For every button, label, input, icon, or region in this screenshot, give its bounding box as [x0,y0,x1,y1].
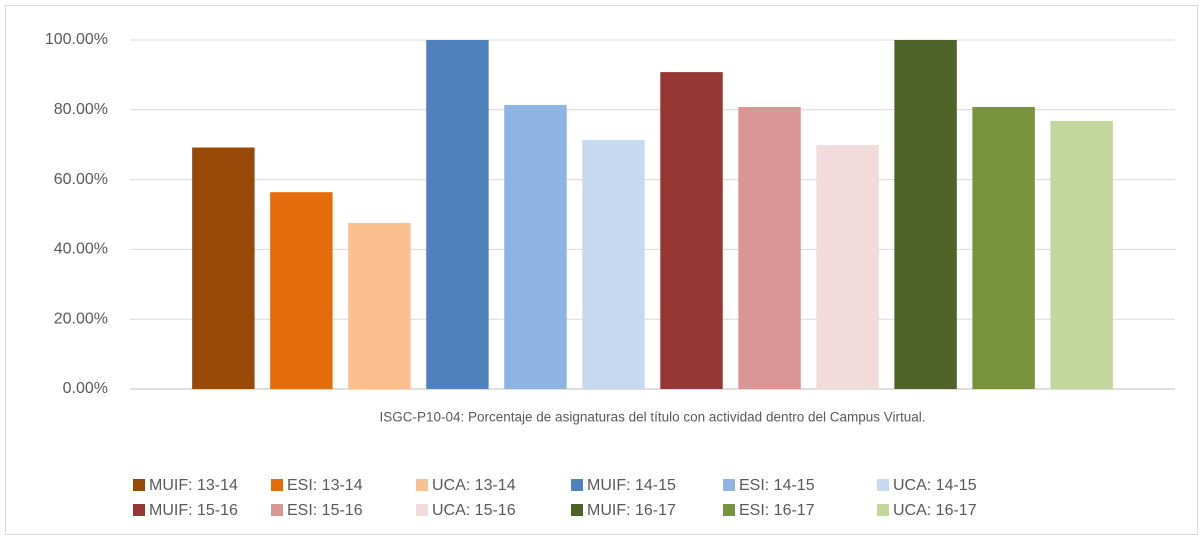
x-tick-label: ISGC-P10-04: Porcentaje de asignaturas d… [379,410,925,425]
bar [1050,120,1113,389]
y-tick-label: 80.00% [54,101,108,118]
legend-label: MUIF: 14-15 [587,477,676,494]
legend-label: ESI: 13-14 [287,477,363,494]
legend-swatch [877,504,889,516]
legend-label: ESI: 16-17 [739,502,815,519]
legend-swatch [723,504,735,516]
legend-label: UCA: 13-14 [432,477,516,494]
y-tick-label: 40.00% [54,241,108,258]
legend-label: ESI: 14-15 [739,477,815,494]
legend-label: UCA: 14-15 [893,477,977,494]
bar [348,222,411,389]
legend-swatch [723,479,735,491]
bar [660,72,723,389]
legend-swatch [271,479,283,491]
legend-label: MUIF: 13-14 [149,477,238,494]
bar [582,140,645,389]
legend-swatch [133,479,145,491]
legend-label: UCA: 16-17 [893,502,977,519]
legend-swatch [133,504,145,516]
legend-swatch [877,479,889,491]
legend-label: UCA: 15-16 [432,502,516,519]
legend-swatch [271,504,283,516]
bar [192,147,255,389]
bar [270,192,333,389]
bar [504,104,567,389]
y-tick-label: 60.00% [54,171,108,188]
legend-label: MUIF: 15-16 [149,502,238,519]
bar [738,107,801,390]
legend-swatch [416,479,428,491]
bar [426,40,489,389]
y-tick-label: 0.00% [63,380,108,397]
bar [972,107,1035,390]
legend-label: MUIF: 16-17 [587,502,676,519]
legend-swatch [571,479,583,491]
legend-label: ESI: 15-16 [287,502,363,519]
legend-swatch [416,504,428,516]
legend-swatch [571,504,583,516]
bar [894,40,957,389]
y-tick-label: 100.00% [45,31,108,48]
y-tick-label: 20.00% [54,310,108,327]
bar [816,145,879,389]
